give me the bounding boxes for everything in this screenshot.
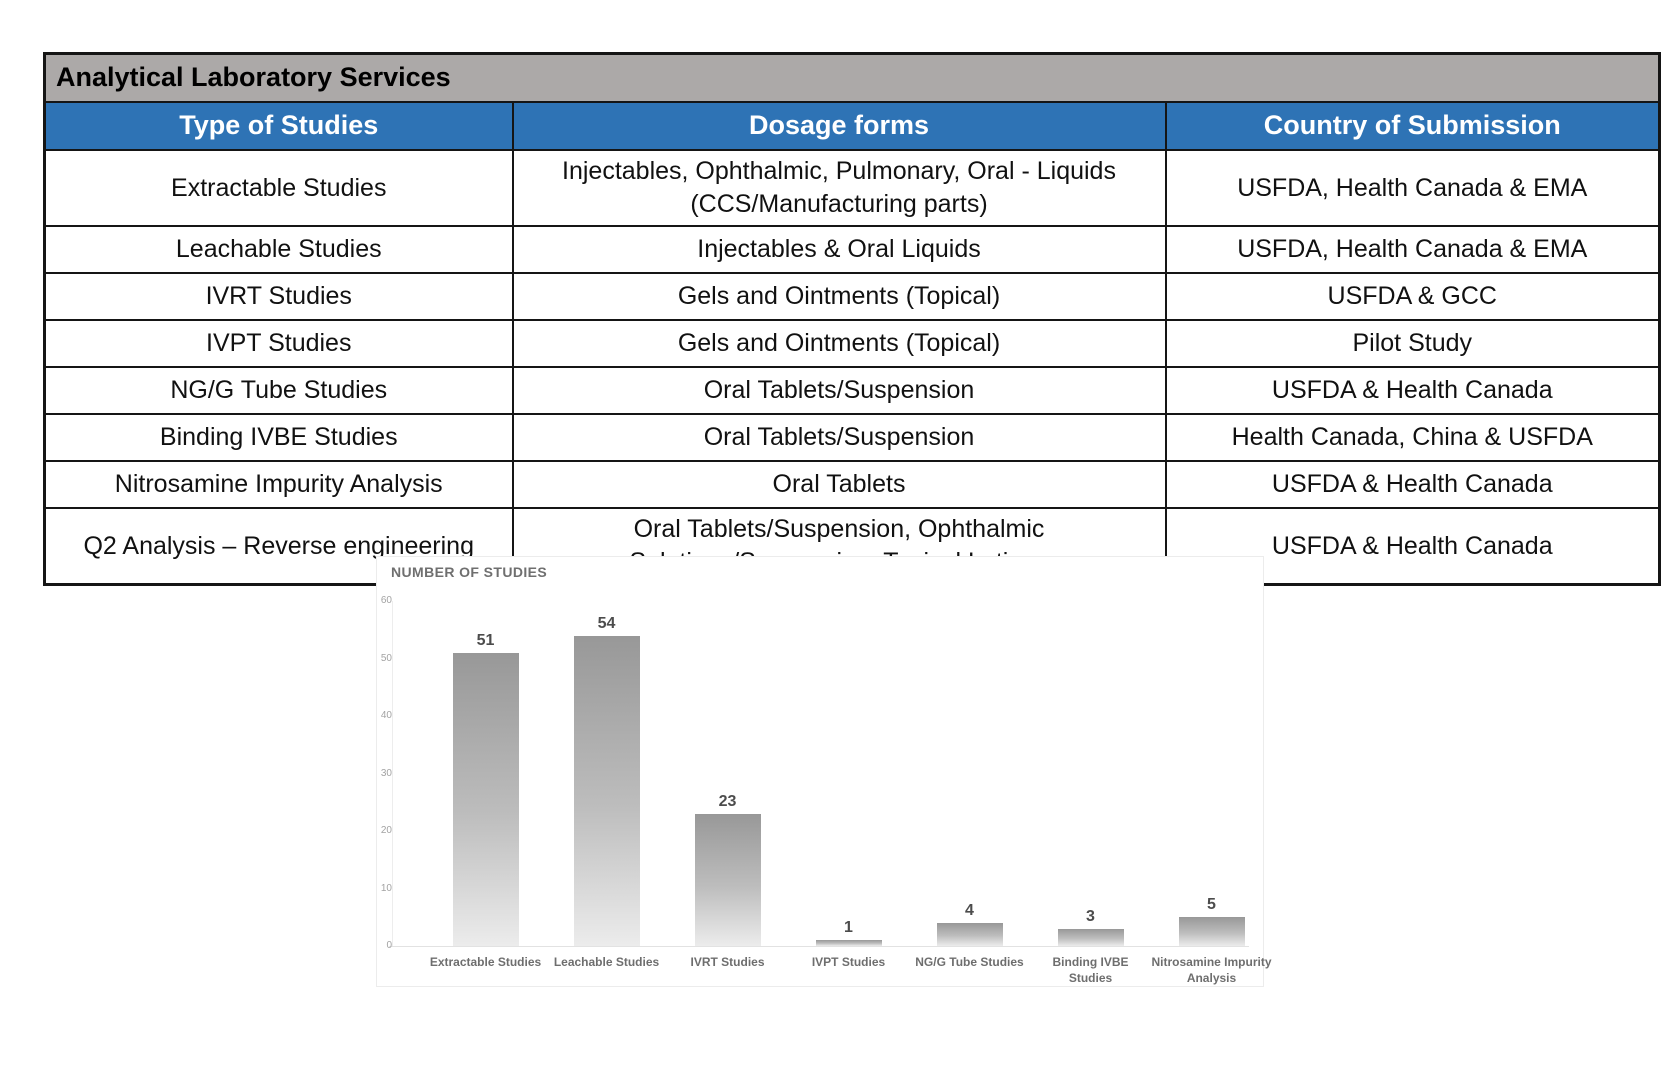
table-cell: Oral Tablets: [511, 460, 1167, 509]
y-axis-tick: 10: [380, 882, 392, 894]
x-axis-label: IVRT Studies: [690, 955, 765, 969]
bar: [1057, 928, 1124, 946]
bar: [452, 652, 519, 946]
table-cell: USFDA & Health Canada: [1164, 366, 1661, 415]
bar-group: 51: [425, 601, 546, 946]
x-axis-label: NG/G Tube Studies: [915, 955, 1024, 969]
table-header-row: Type of Studies Dosage forms Country of …: [43, 101, 1661, 151]
bar-group: 1: [788, 601, 909, 946]
table-cell: USFDA, Health Canada & EMA: [1164, 149, 1661, 227]
x-axis-label: Nitrosamine Impurity Analysis: [1151, 955, 1272, 986]
chart-title: NUMBER OF STUDIES: [391, 564, 548, 580]
bar: [815, 940, 882, 946]
table-cell: USFDA, Health Canada & EMA: [1164, 225, 1661, 274]
x-axis-label: Binding IVBE Studies: [1052, 955, 1129, 986]
table-cell: Injectables & Oral Liquids: [511, 225, 1167, 274]
table-cell: Binding IVBE Studies: [43, 413, 514, 462]
table-cell: USFDA & Health Canada: [1164, 460, 1661, 509]
table-row: NG/G Tube Studies Oral Tablets/Suspension…: [43, 366, 1661, 415]
table-title-row: Analytical Laboratory Services: [43, 52, 1661, 103]
bar-value-label: 5: [1207, 896, 1216, 914]
table-cell: Gels and Ointments (Topical): [511, 272, 1167, 321]
bar-value-label: 51: [476, 631, 495, 649]
bar-group: 5: [1151, 601, 1272, 946]
y-axis-tick: 30: [380, 767, 392, 779]
table-row: Binding IVBE Studies Oral Tablets/Suspens…: [43, 413, 1661, 462]
bar: [1178, 917, 1245, 946]
column-header-country-of-submission: Country of Submission: [1164, 101, 1661, 151]
y-axis-tick: 0: [386, 940, 392, 951]
x-axis-baseline: [389, 946, 1249, 947]
y-axis-tick: 50: [380, 652, 392, 664]
bar-value-label: 4: [965, 902, 974, 919]
table-body: Extractable Studies Injectables, Ophthalm…: [43, 149, 1661, 586]
y-axis-tick: 20: [380, 825, 392, 836]
table-cell: Oral Tablets/Suspension: [511, 413, 1167, 462]
table-cell: Oral Tablets/Suspension: [511, 366, 1167, 415]
table-cell: USFDA & GCC: [1164, 272, 1661, 321]
table-cell: NG/G Tube Studies: [43, 366, 514, 415]
table-cell: Health Canada, China & USFDA: [1164, 413, 1661, 462]
bar: [694, 813, 761, 946]
bar: [936, 923, 1003, 946]
x-axis-label: Leachable Studies: [553, 955, 660, 969]
x-axis-label: Extractable Studies: [429, 955, 542, 969]
table-row: Nitrosamine Impurity Analysis Oral Tablet…: [43, 460, 1661, 509]
x-axis-label: IVPT Studies: [811, 955, 886, 969]
table-cell: Extractable Studies: [43, 149, 514, 227]
bar-value-label: 3: [1086, 907, 1095, 925]
bar-group: 54: [546, 601, 667, 946]
bar-group: 3: [1030, 601, 1151, 946]
number-of-studies-chart: NUMBER OF STUDIES 0 10 20 30 40 50 60 51 Extract…: [376, 556, 1272, 987]
bar: [573, 635, 640, 946]
bar-value-label: 1: [844, 919, 853, 937]
bar-group: 23: [667, 601, 788, 946]
table-cell: IVPT Studies: [43, 319, 514, 368]
bar-group: 4: [909, 601, 1030, 946]
bar-value-label: 54: [597, 614, 616, 632]
table-cell: Gels and Ointments (Topical): [511, 319, 1167, 368]
table-cell: USFDA & Health Canada: [1164, 507, 1661, 586]
table-cell: Pilot Study: [1164, 319, 1661, 368]
table-row: Leachable Studies Injectables & Oral Liqu…: [43, 225, 1661, 274]
table-cell: Injectables, Ophthalmic, Pulmonary, Oral…: [511, 149, 1167, 227]
y-axis-tick: 40: [380, 710, 392, 721]
y-axis-line: [392, 601, 393, 946]
column-header-type-of-studies: Type of Studies: [43, 101, 514, 151]
y-axis-tick: 60: [380, 595, 392, 606]
bar-value-label: 23: [718, 792, 737, 810]
table-row: IVRT Studies Gels and Ointments (Topical)…: [43, 272, 1661, 321]
table-row: Extractable Studies Injectables, Ophthalm…: [43, 149, 1661, 227]
table-cell: Nitrosamine Impurity Analysis: [43, 460, 514, 509]
column-header-dosage-forms: Dosage forms: [511, 101, 1167, 151]
services-table: Analytical Laboratory Services Type of S…: [43, 52, 1662, 586]
table-title: Analytical Laboratory Services: [43, 52, 1661, 103]
table-row: IVPT Studies Gels and Ointments (Topical)…: [43, 319, 1661, 368]
table-cell: Leachable Studies: [43, 225, 514, 274]
table-cell: IVRT Studies: [43, 272, 514, 321]
